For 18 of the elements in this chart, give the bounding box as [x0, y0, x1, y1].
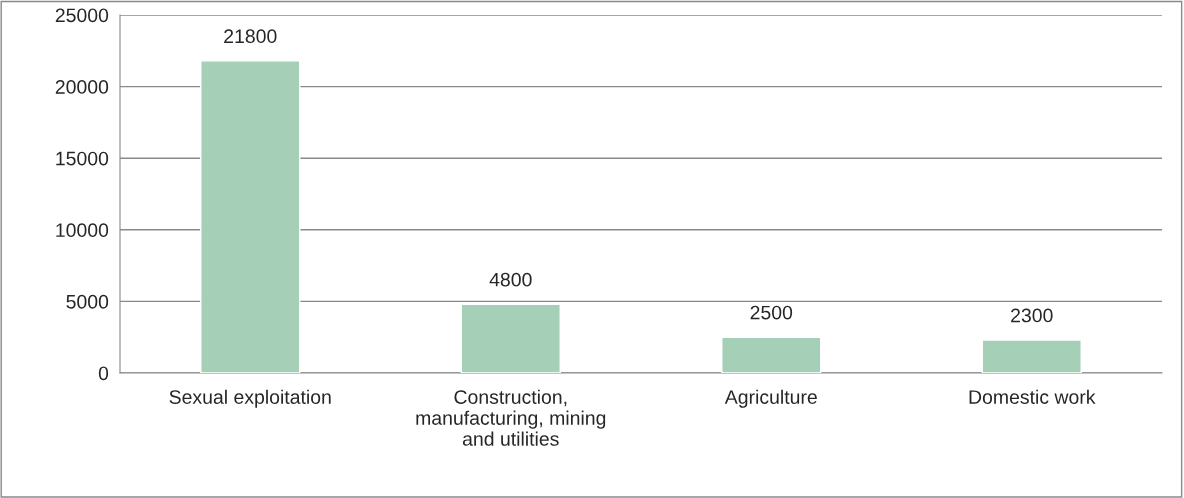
- y-tick-label: 15000: [56, 151, 109, 166]
- bar: [200, 60, 301, 373]
- data-label: 2500: [750, 305, 793, 320]
- x-tick-label: Sexual exploitation: [169, 389, 331, 408]
- x-tick-label: Agriculture: [724, 389, 817, 408]
- y-tick-label: 25000: [55, 8, 109, 23]
- y-tick-label: 5000: [66, 294, 109, 309]
- data-label: 4800: [489, 272, 532, 287]
- x-tick-label: Domestic work: [969, 389, 1096, 404]
- bar: [460, 303, 561, 373]
- bar: [721, 336, 822, 373]
- data-label: 2300: [1011, 308, 1053, 323]
- data-label: 21800: [224, 29, 277, 44]
- bar: [981, 339, 1082, 373]
- y-tick-label: 10000: [56, 223, 109, 238]
- y-tick-label: 20000: [55, 80, 109, 94]
- y-tick-label: 0: [98, 366, 109, 381]
- x-tick-label: Construction, manufacturing, mining and utilities: [416, 389, 606, 446]
